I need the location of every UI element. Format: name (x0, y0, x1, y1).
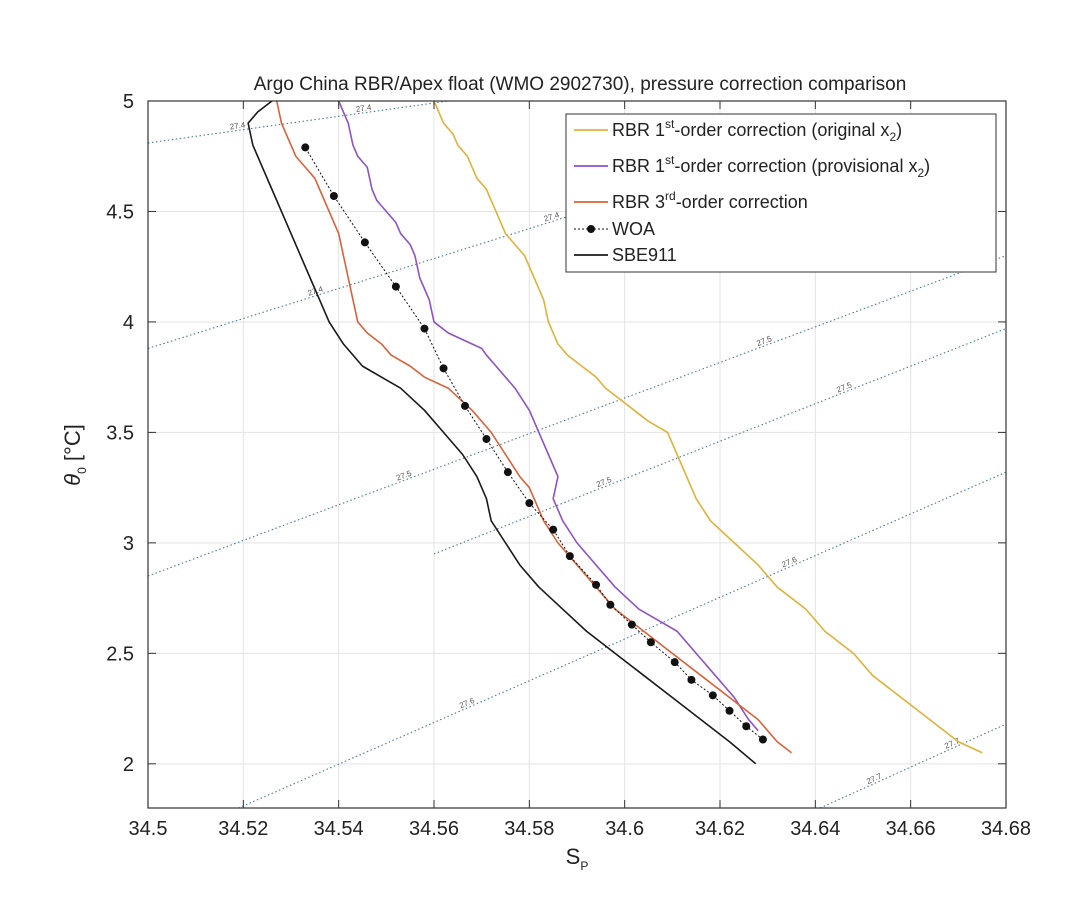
series-line-woa (304, 147, 764, 740)
series-line-rbr-3rd-order-correction (275, 100, 792, 754)
y-axis-title-theta: θ (60, 474, 85, 486)
legend: RBR 1st-order correction (original x2) R… (565, 113, 997, 273)
isopycnal-label: 27.4 (355, 103, 372, 114)
woa-point (549, 525, 558, 534)
y-tick-label: 2.5 (106, 643, 134, 665)
tick-labels: 34.5 34.52 34.54 34.56 34.58 34.6 34.62 34.64 34… (106, 91, 1031, 840)
y-tick-label: 3 (123, 533, 134, 555)
legend-marker-woa (587, 225, 595, 233)
legend-label-third-order: RBR 3rd-order correction (612, 189, 808, 212)
y-tick-label: 5 (123, 91, 134, 113)
legend-item-woa: WOA (574, 219, 655, 239)
y-axis-title-subscript: 0 (75, 467, 89, 474)
isopycnal-label: 27.4 (229, 120, 246, 131)
series-line-sbe911 (247, 100, 757, 765)
x-tick-label: 34.64 (790, 818, 840, 840)
isopycnal-line (433, 328, 1007, 555)
woa-point (360, 238, 369, 247)
y-axis-title: θ0 [°C] (60, 424, 89, 486)
legend-label-woa: WOA (612, 219, 655, 239)
isopycnal-line (147, 255, 1007, 577)
woa-point (708, 691, 717, 700)
x-tick-label: 34.58 (504, 818, 554, 840)
woa-point (329, 192, 338, 201)
legend-label-provisional: RBR 1st-order correction (provisional x2… (612, 153, 930, 180)
x-tick-label: 34.5 (129, 818, 168, 840)
woa-point (742, 722, 751, 731)
woa-point (301, 143, 310, 152)
x-tick-label: 34.62 (695, 818, 745, 840)
y-tick-label: 4.5 (106, 201, 134, 223)
woa-point (670, 658, 679, 667)
woa-point (592, 580, 601, 589)
x-tick-label: 34.54 (314, 818, 364, 840)
y-tick-label: 4 (123, 312, 134, 334)
legend-item-sbe911: SBE911 (574, 245, 677, 265)
isopycnal-line (147, 100, 449, 144)
legend-item-provisional: RBR 1st-order correction (provisional x2… (574, 153, 930, 180)
x-tick-label: 34.56 (409, 818, 459, 840)
series-line-rbr-1st-order-correction-original-x2 (433, 100, 983, 754)
x-axis-title: SP (566, 844, 589, 873)
legend-box (565, 113, 997, 273)
x-tick-label: 34.66 (886, 818, 936, 840)
woa-point (525, 499, 534, 508)
x-tick-label: 34.68 (981, 818, 1031, 840)
axis-ticks (147, 100, 1007, 808)
woa-point (565, 552, 574, 561)
woa-point (420, 324, 429, 333)
legend-label-sbe911: SBE911 (612, 245, 677, 265)
data-series (247, 100, 983, 765)
plot-frame (147, 100, 1007, 809)
series-line-rbr-1st-order-correction-provisional-x2 (337, 100, 759, 732)
chart-title: Argo China RBR/Apex float (WMO 2902730),… (254, 74, 907, 95)
legend-item-original: RBR 1st-order correction (original x2) (574, 117, 902, 144)
woa-point (606, 600, 615, 609)
legend-label-original: RBR 1st-order correction (original x2) (612, 117, 902, 144)
woa-point (627, 620, 636, 629)
y-tick-label: 2 (123, 754, 134, 776)
woa-point (758, 735, 767, 744)
legend-item-third-order: RBR 3rd-order correction (574, 189, 808, 212)
x-tick-label: 34.52 (218, 818, 268, 840)
y-tick-label: 3.5 (106, 422, 134, 444)
woa-point (391, 282, 400, 291)
woa-point (687, 675, 696, 684)
woa-point (460, 401, 469, 410)
y-axis-title-unit: [°C] (60, 424, 85, 467)
woa-point (646, 638, 655, 647)
woa-point (482, 435, 491, 444)
x-tick-label: 34.6 (605, 818, 644, 840)
woa-point (725, 706, 734, 715)
x-axis-title-subscript: P (580, 859, 588, 873)
woa-point (439, 364, 448, 373)
woa-point (503, 468, 512, 477)
x-axis-title-main: S (566, 844, 581, 869)
